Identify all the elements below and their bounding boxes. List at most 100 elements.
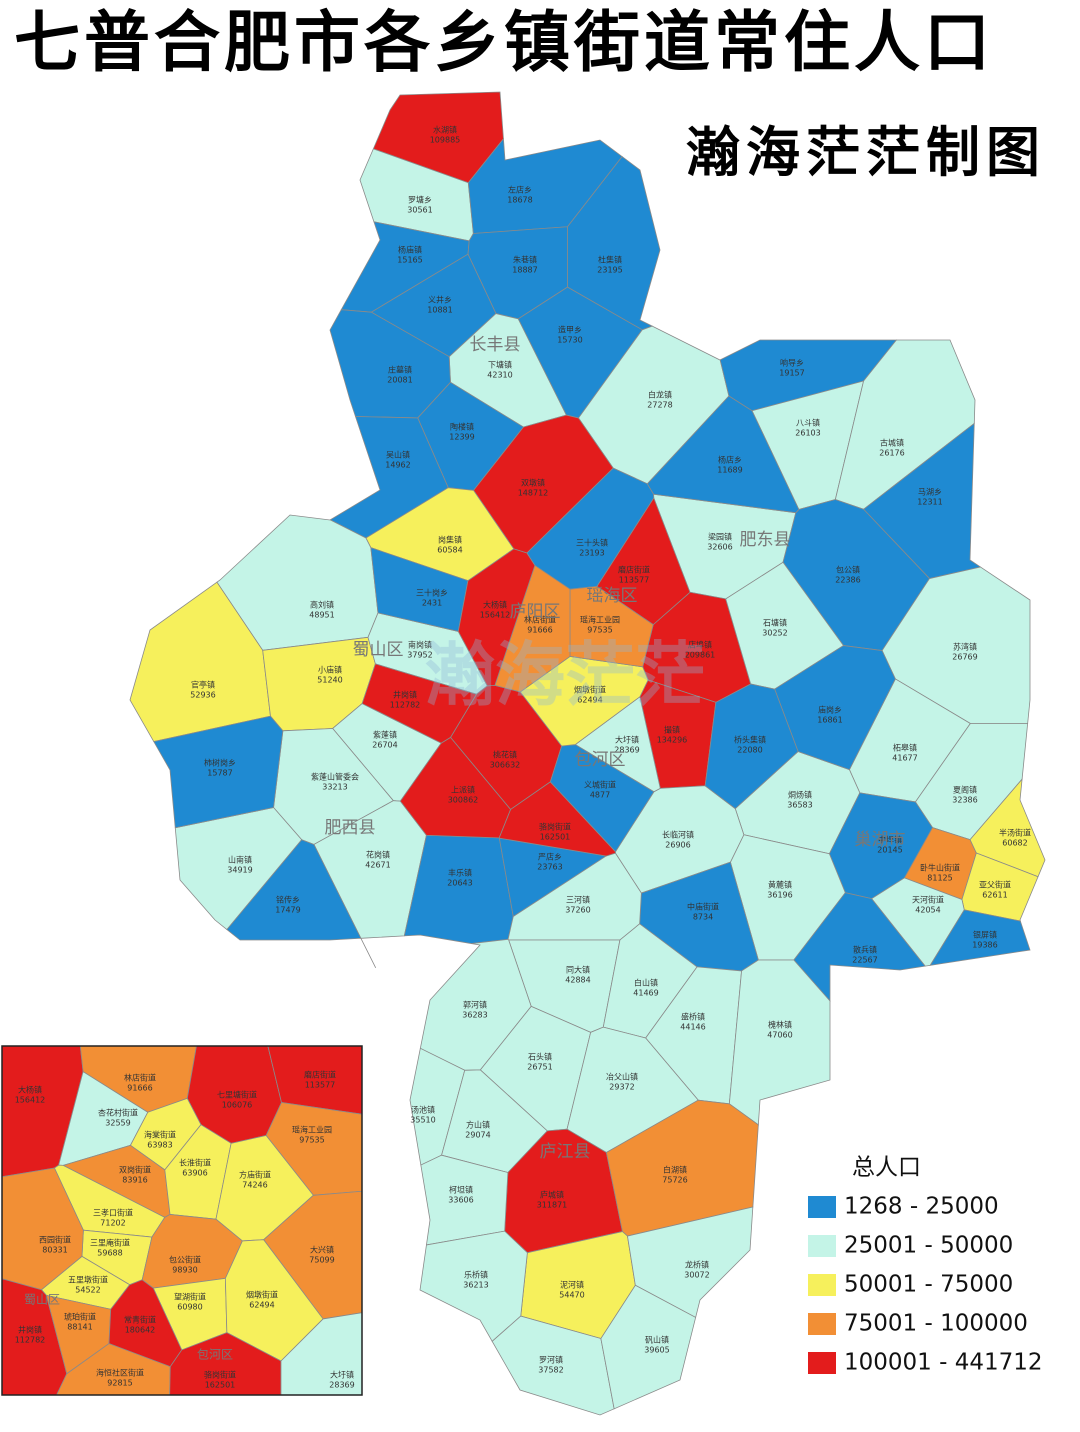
region-population: 156412 — [15, 1096, 46, 1105]
region-population: 18678 — [507, 196, 532, 205]
region-population: 36196 — [767, 891, 792, 900]
region-name: 长临河镇 — [662, 830, 694, 840]
region-name: 大杨镇 — [483, 600, 507, 610]
region-population: 26769 — [952, 653, 977, 662]
region-population: 26906 — [665, 841, 690, 850]
region-name: 烟墩街道 — [574, 685, 606, 695]
region — [600, 1284, 697, 1410]
region-name: 泥河镇 — [560, 1280, 584, 1290]
region-population: 209861 — [685, 651, 716, 660]
region-population: 97535 — [587, 626, 612, 635]
region-name: 杜集镇 — [598, 255, 622, 265]
region-population: 42054 — [915, 906, 940, 915]
legend-label: 25001 - 50000 — [844, 1233, 1013, 1259]
region-name: 双墩镇 — [521, 478, 545, 488]
region-name: 矾山镇 — [645, 1335, 669, 1345]
region-population: 12399 — [449, 433, 474, 442]
region-population: 91666 — [527, 626, 552, 635]
region-name: 冶父山镇 — [606, 1072, 638, 1082]
region — [646, 395, 800, 514]
region-population: 39605 — [644, 1346, 669, 1355]
region-name: 三孝口街道 — [93, 1208, 133, 1218]
region-population: 33213 — [322, 783, 347, 792]
region-name: 小庙镇 — [318, 665, 342, 675]
region — [498, 781, 616, 857]
region-population: 63983 — [147, 1141, 172, 1150]
region-name: 同大镇 — [566, 965, 590, 975]
region-population: 22386 — [835, 576, 860, 585]
region-name: 方山镇 — [466, 1120, 490, 1130]
region-population: 81125 — [927, 874, 952, 883]
region-population: 106076 — [222, 1101, 253, 1110]
region-population: 306632 — [490, 761, 521, 770]
region-population: 23763 — [537, 863, 562, 872]
region-name: 中垾镇 — [878, 835, 902, 845]
region-population: 23193 — [579, 549, 604, 558]
region-population: 30252 — [762, 629, 787, 638]
region-name: 海棠街道 — [144, 1130, 176, 1140]
region-population: 20643 — [447, 879, 472, 888]
region-population: 91666 — [127, 1084, 152, 1093]
region-population: 16861 — [817, 716, 842, 725]
region-name: 林店街道 — [124, 1073, 156, 1083]
legend: 总人口 1268 - 25000 25001 - 50000 50001 - 7500… — [808, 1155, 1043, 1376]
region-population: 300862 — [448, 796, 479, 805]
region-name: 吴山镇 — [386, 450, 410, 460]
author: 瀚海茫茫制图 — [686, 120, 1046, 184]
region-name: 包公街道 — [169, 1255, 201, 1265]
region-population: 29372 — [609, 1083, 634, 1092]
region-population: 134296 — [657, 736, 688, 745]
region-name: 官亭镇 — [191, 680, 215, 690]
region-name: 庙岗乡 — [818, 705, 842, 715]
region-name: 烟墩街道 — [246, 1290, 278, 1300]
region-population: 44146 — [680, 1023, 705, 1032]
region-population: 34919 — [227, 866, 252, 875]
region-name: 龙桥镇 — [685, 1260, 709, 1270]
region-name: 南岗镇 — [408, 640, 432, 650]
region-population: 30561 — [407, 206, 432, 215]
region — [728, 959, 831, 1126]
watermark: 瀚海茫茫 — [425, 634, 705, 716]
region-population: 26751 — [527, 1063, 552, 1072]
region-name: 槐林镇 — [768, 1020, 792, 1030]
legend-label: 50001 - 75000 — [844, 1272, 1013, 1298]
region-population: 80331 — [42, 1246, 67, 1255]
region-name: 杏花村街道 — [98, 1108, 138, 1118]
region-population: 109885 — [430, 136, 461, 145]
region-population: 112782 — [390, 701, 421, 710]
region-population: 36283 — [462, 1011, 487, 1020]
region-name: 银屏镇 — [973, 930, 997, 940]
region-population: 22567 — [852, 956, 877, 965]
region-name: 长淮街道 — [179, 1158, 211, 1168]
region-population: 148712 — [518, 489, 549, 498]
district-label: 长丰县 — [470, 335, 521, 355]
region — [419, 1230, 528, 1342]
region-name: 夏阁镇 — [953, 785, 977, 795]
region-population: 8734 — [693, 913, 713, 922]
region — [929, 909, 1031, 966]
region-name: 瑶海工业园 — [580, 615, 620, 625]
region-population: 41677 — [892, 754, 917, 763]
region-name: 白龙镇 — [648, 390, 672, 400]
region-population: 30072 — [684, 1271, 709, 1280]
region-population: 42671 — [365, 861, 390, 870]
region-population: 63906 — [182, 1169, 207, 1178]
region-population: 48951 — [309, 611, 334, 620]
region-name: 望湖街道 — [174, 1292, 206, 1302]
region-name: 乐桥镇 — [464, 1270, 488, 1280]
region-name: 骆岗街道 — [539, 822, 571, 832]
region-population: 59688 — [97, 1249, 122, 1258]
region-name: 黄麓镇 — [768, 880, 792, 890]
region — [361, 663, 478, 744]
region-population: 112782 — [15, 1336, 46, 1345]
region — [549, 744, 655, 853]
region-population: 62494 — [249, 1301, 274, 1310]
region-name: 岗集镇 — [438, 535, 462, 545]
region-name: 义井乡 — [428, 295, 452, 305]
region — [226, 839, 377, 969]
region-name: 散兵镇 — [853, 945, 877, 955]
region-population: 36583 — [787, 801, 812, 810]
region-name: 马湖乡 — [918, 488, 942, 497]
region-name: 骆岗街道 — [204, 1370, 236, 1380]
